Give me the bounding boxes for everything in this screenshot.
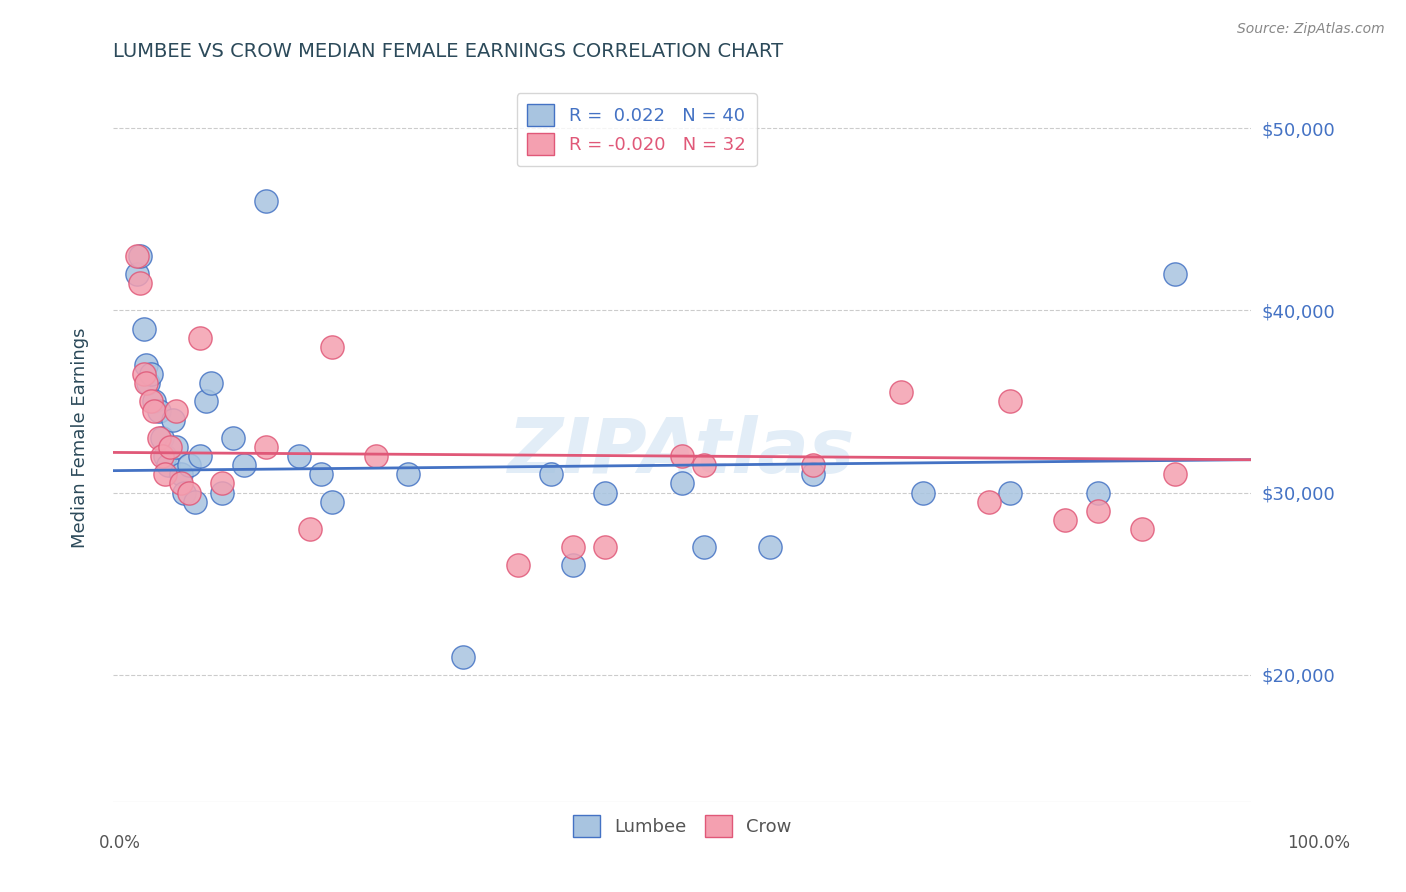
Point xyxy=(890,385,912,400)
Point xyxy=(148,431,170,445)
Point xyxy=(190,449,212,463)
Point xyxy=(1130,522,1153,536)
Point xyxy=(803,458,825,473)
Point xyxy=(162,412,184,426)
Point xyxy=(254,440,277,454)
Point xyxy=(396,467,419,482)
Point xyxy=(135,358,157,372)
Point xyxy=(595,485,617,500)
Point xyxy=(298,522,321,536)
Point xyxy=(165,403,187,417)
Text: Source: ZipAtlas.com: Source: ZipAtlas.com xyxy=(1237,22,1385,37)
Point xyxy=(321,494,343,508)
Point xyxy=(1054,513,1077,527)
Point xyxy=(254,194,277,208)
Point xyxy=(194,394,217,409)
Legend: Lumbee, Crow: Lumbee, Crow xyxy=(565,808,799,844)
Point xyxy=(200,376,222,391)
Point xyxy=(911,485,934,500)
Text: ZIPAtlas: ZIPAtlas xyxy=(509,416,856,490)
Y-axis label: Median Female Earnings: Median Female Earnings xyxy=(72,327,89,548)
Point xyxy=(143,394,166,409)
Point xyxy=(165,440,187,454)
Point xyxy=(693,540,716,554)
Point xyxy=(451,649,474,664)
Point xyxy=(222,431,245,445)
Point xyxy=(125,249,148,263)
Point xyxy=(540,467,562,482)
Point xyxy=(170,467,193,482)
Point xyxy=(1000,394,1022,409)
Point xyxy=(150,449,173,463)
Text: LUMBEE VS CROW MEDIAN FEMALE EARNINGS CORRELATION CHART: LUMBEE VS CROW MEDIAN FEMALE EARNINGS CO… xyxy=(112,42,783,61)
Point xyxy=(155,467,177,482)
Text: 0.0%: 0.0% xyxy=(98,834,141,852)
Point xyxy=(155,449,177,463)
Point xyxy=(1163,467,1185,482)
Point xyxy=(125,267,148,281)
Point xyxy=(141,367,163,381)
Point xyxy=(1087,504,1109,518)
Point xyxy=(156,458,179,473)
Point xyxy=(671,449,693,463)
Point xyxy=(179,485,201,500)
Point xyxy=(803,467,825,482)
Point xyxy=(288,449,311,463)
Point xyxy=(143,403,166,417)
Point xyxy=(136,376,159,391)
Point xyxy=(129,276,152,290)
Point xyxy=(233,458,256,473)
Point xyxy=(190,331,212,345)
Point xyxy=(977,494,1000,508)
Point xyxy=(184,494,207,508)
Text: 100.0%: 100.0% xyxy=(1288,834,1350,852)
Point xyxy=(364,449,387,463)
Point xyxy=(148,403,170,417)
Point xyxy=(671,476,693,491)
Point xyxy=(693,458,716,473)
Point xyxy=(309,467,332,482)
Point xyxy=(758,540,780,554)
Point xyxy=(561,558,583,573)
Point xyxy=(211,476,233,491)
Point xyxy=(211,485,233,500)
Point xyxy=(179,458,201,473)
Point xyxy=(506,558,529,573)
Point xyxy=(141,394,163,409)
Point xyxy=(132,367,155,381)
Point xyxy=(132,321,155,335)
Point xyxy=(170,476,193,491)
Point xyxy=(321,340,343,354)
Point xyxy=(561,540,583,554)
Point xyxy=(173,485,195,500)
Point xyxy=(129,249,152,263)
Point xyxy=(595,540,617,554)
Point xyxy=(1163,267,1185,281)
Point xyxy=(1087,485,1109,500)
Point xyxy=(159,440,181,454)
Point xyxy=(135,376,157,391)
Point xyxy=(150,431,173,445)
Point xyxy=(1000,485,1022,500)
